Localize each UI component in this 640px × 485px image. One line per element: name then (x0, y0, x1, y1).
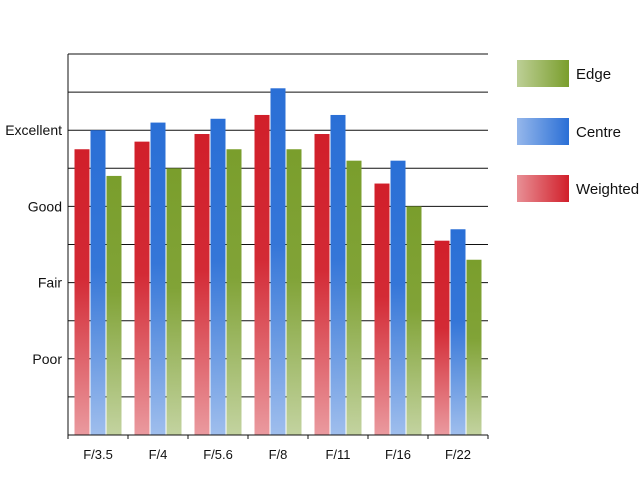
y-tick-label: Good (28, 198, 62, 214)
y-tick-label: Poor (32, 351, 62, 367)
bar-edge-6 (406, 206, 422, 435)
x-tick-label: F/5.6 (203, 447, 233, 462)
legend-item-weighted: Weighted (517, 175, 639, 202)
bar-edge-2 (166, 168, 182, 436)
x-tick-labels: F/3.5 F/4 F/5.6 F/8 F/11 F/16 F/22 (83, 447, 471, 462)
legend-label: Centre (576, 124, 621, 141)
x-tick-label: F/4 (149, 447, 168, 462)
bar-weighted-6 (374, 183, 390, 435)
bar-edge-4 (286, 149, 302, 435)
x-tick-label: F/22 (445, 447, 471, 462)
x-tick-label: F/11 (325, 447, 350, 462)
y-tick-label: Excellent (5, 122, 62, 138)
bar-weighted-3 (194, 134, 210, 435)
x-tick-label: F/3.5 (83, 447, 113, 462)
y-tick-label: Fair (38, 275, 62, 291)
bar-weighted-2 (134, 141, 150, 435)
legend-label: Edge (576, 66, 611, 83)
bar-weighted-7 (434, 240, 450, 435)
bar-weighted-4 (254, 114, 270, 436)
legend-label: Weighted (576, 181, 639, 198)
bar-centre-7 (450, 229, 466, 435)
bar-centre-2 (150, 122, 166, 435)
bar-centre-1 (90, 130, 106, 435)
legend-item-centre: Centre (517, 118, 621, 145)
bar-centre-6 (390, 160, 406, 435)
x-tick-label: F/8 (269, 447, 288, 462)
bar-weighted-5 (314, 134, 330, 435)
bar-centre-3 (210, 118, 226, 436)
bar-edge-7 (466, 259, 482, 435)
bar-edge-5 (346, 160, 362, 435)
legend: Edge Centre Weighted (517, 60, 639, 202)
bar-edge-1 (106, 175, 122, 436)
y-tick-labels: Poor Fair Good Excellent (5, 122, 62, 367)
bar-edge-3 (226, 149, 242, 435)
bar-centre-5 (330, 114, 346, 436)
x-tick-label: F/16 (385, 447, 411, 462)
bar-centre-4 (270, 88, 286, 435)
bars (74, 88, 482, 436)
axes (67, 54, 489, 439)
legend-swatch (517, 60, 569, 87)
legend-swatch (517, 118, 569, 145)
legend-item-edge: Edge (517, 60, 611, 87)
legend-swatch (517, 175, 569, 202)
bar-weighted-1 (74, 149, 90, 435)
